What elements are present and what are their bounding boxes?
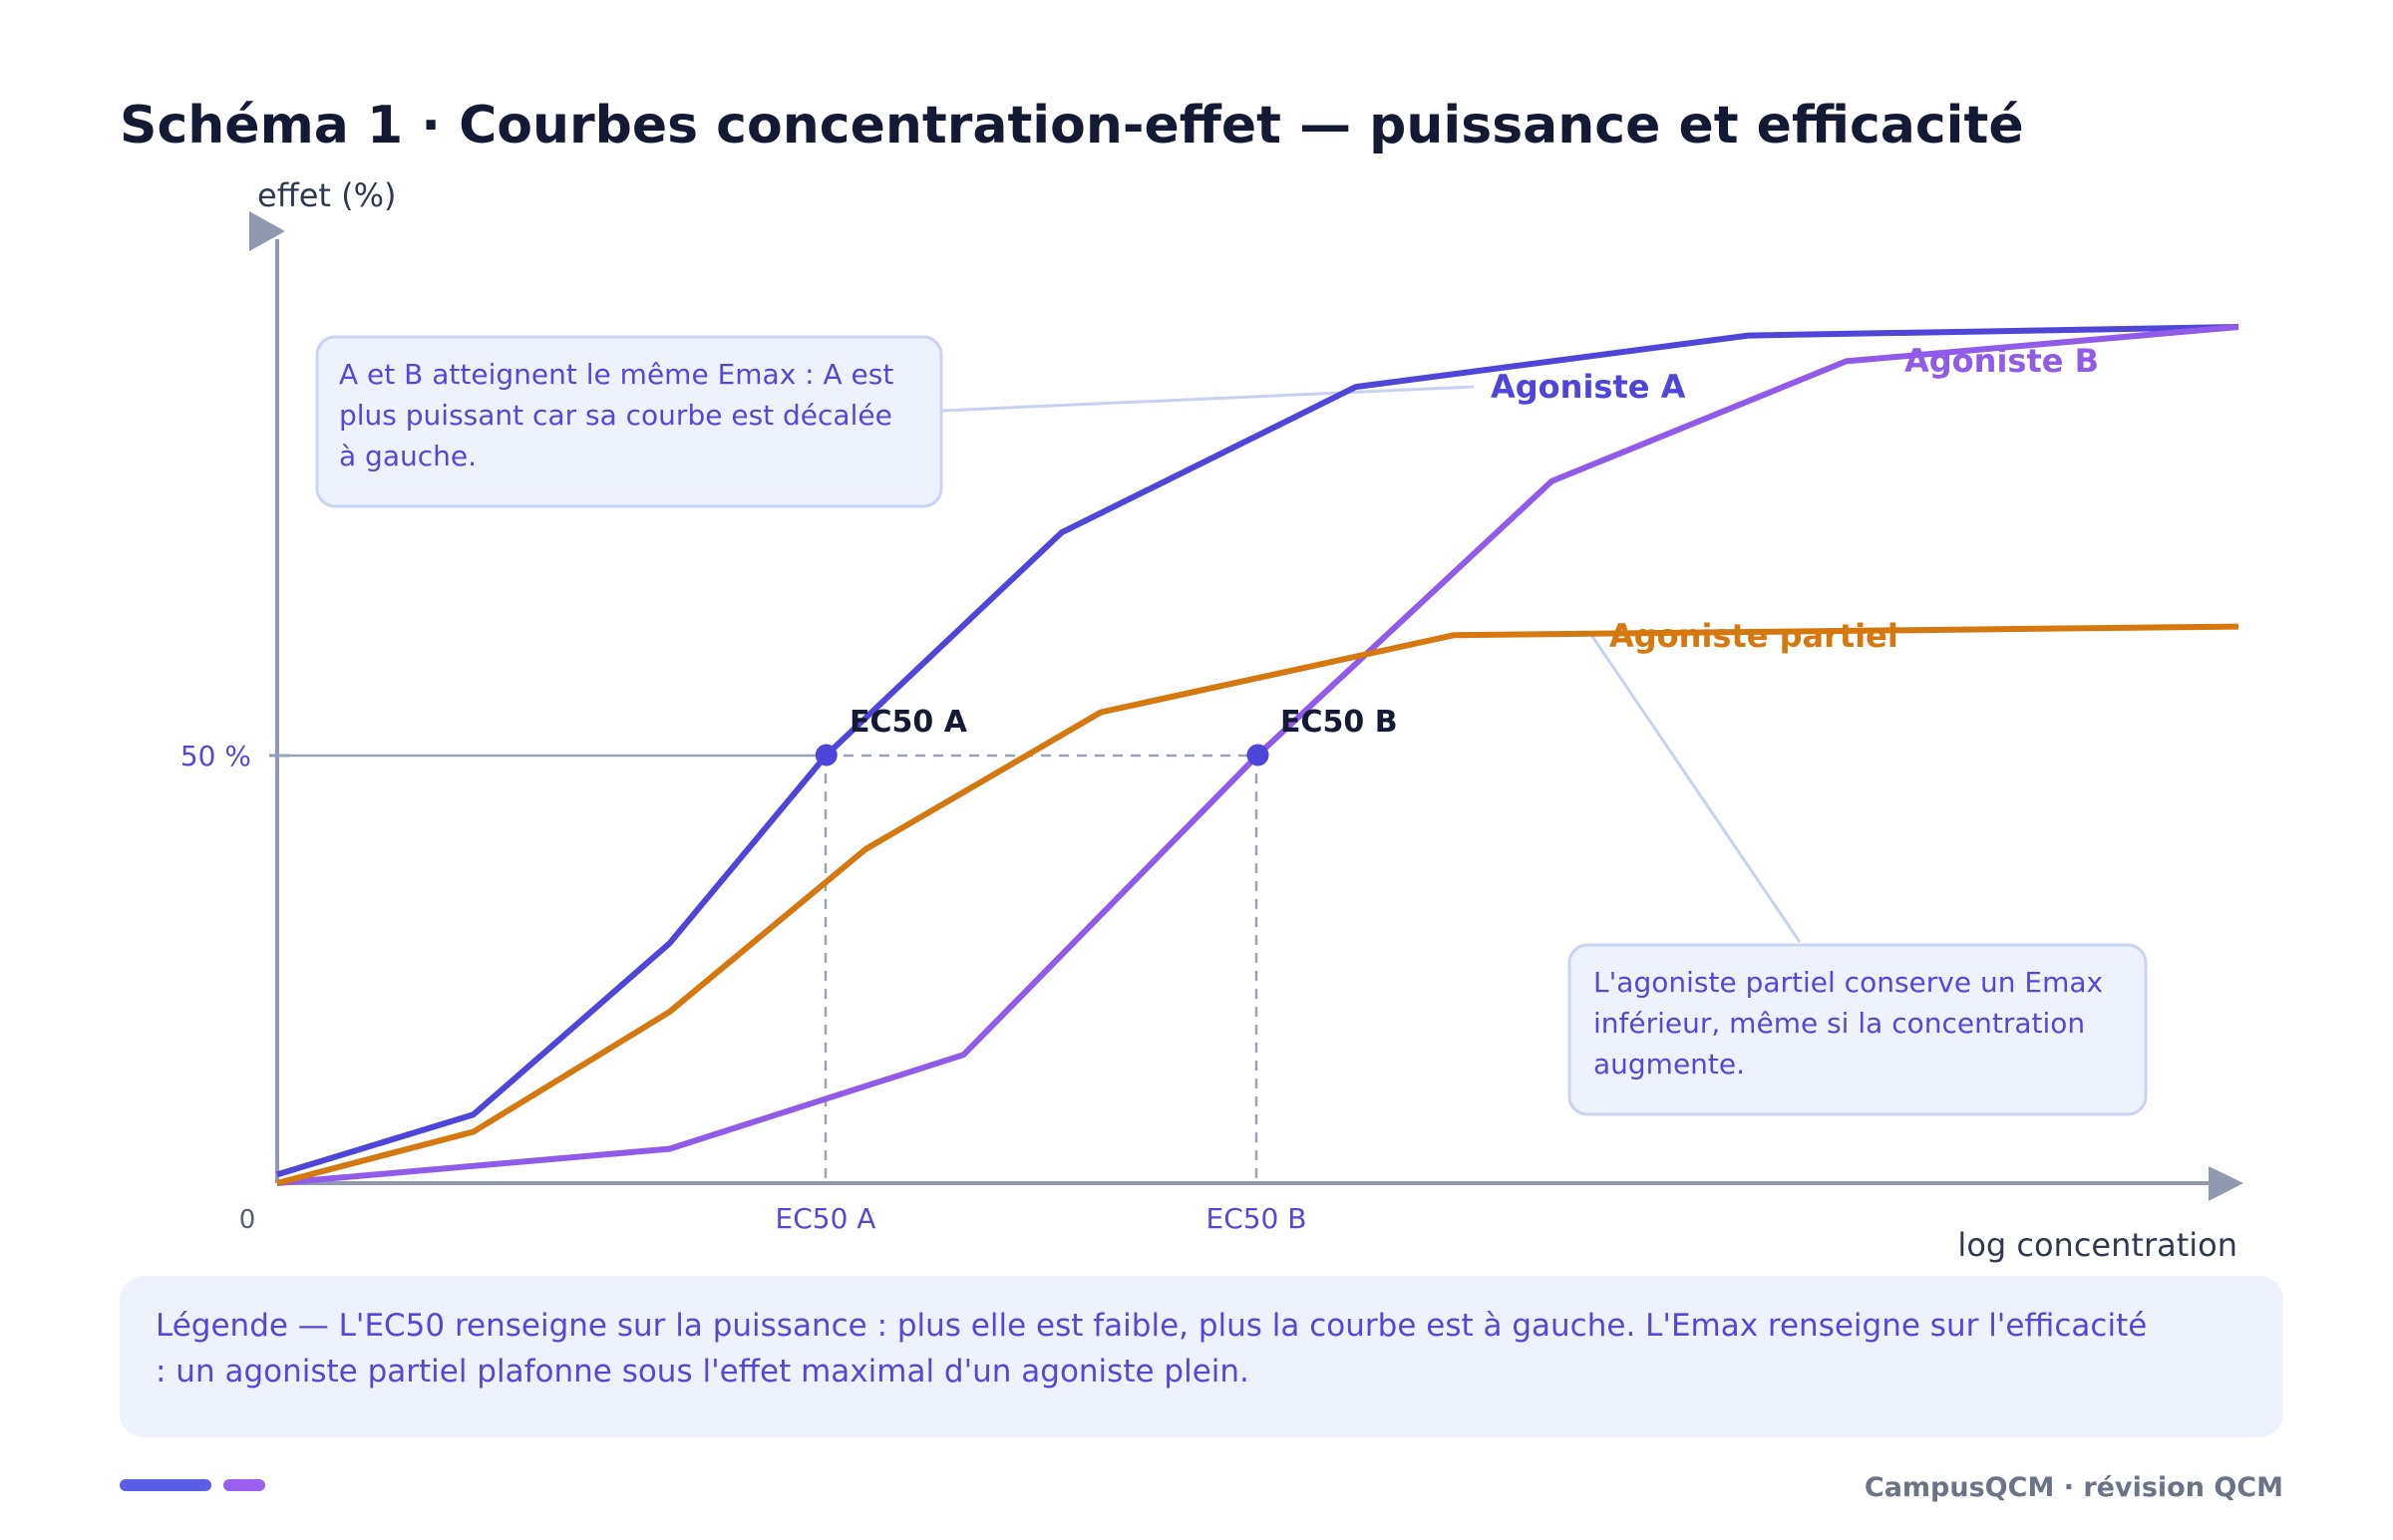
x-axis-arrow — [2209, 1166, 2243, 1201]
footer-accent-bar-1 — [120, 1479, 211, 1491]
x-tick-label-ec50-a: EC50 A — [776, 1202, 876, 1235]
legend-line-1: Légende — L'EC50 renseigne sur la puissa… — [156, 1308, 2147, 1344]
legend-line-2: : un agoniste partiel plafonne sous l'ef… — [156, 1354, 1249, 1389]
y-axis-title: effet (%) — [257, 176, 397, 214]
series-line-agoniste-partiel — [276, 623, 2239, 1186]
annotation-partial-line-2: inférieur, même si la concentration — [1593, 1007, 2085, 1040]
x-axis-title: log concentration — [1957, 1226, 2237, 1264]
x-tick-label-ec50-b: EC50 B — [1206, 1202, 1307, 1235]
series-label-agoniste-partiel: Agoniste partiel — [1609, 617, 1898, 655]
footer-accent-bar-2 — [223, 1479, 265, 1491]
annotation-connector-a — [941, 385, 1475, 413]
ec50-a-marker — [815, 744, 838, 767]
legend-box — [120, 1276, 2283, 1437]
annotation-box-partial — [1567, 943, 2148, 1116]
annotation-connector-partial — [1587, 631, 1802, 943]
ec50-a-label: EC50 A — [850, 705, 968, 740]
origin-label: 0 — [239, 1205, 256, 1235]
annotation-partial-line-1: L'agoniste partiel conserve un Emax — [1593, 966, 2103, 999]
annotation-partial-line-3: augmente. — [1593, 1048, 1745, 1080]
y-axis-arrow — [249, 211, 285, 251]
ec50-b-marker — [1246, 744, 1269, 767]
annotation-potency-line-1: A et B atteignent le même Emax : A est — [339, 358, 893, 391]
series-label-agoniste-b: Agoniste B — [1904, 342, 2099, 380]
page-title: Schéma 1 · Courbes concentration-effet —… — [120, 96, 2024, 155]
series-line-agoniste-a — [276, 324, 2239, 1178]
footer-brand: CampusQCM · révision QCM — [1865, 1472, 2283, 1503]
y-tick-label-50: 50 % — [180, 740, 251, 772]
annotation-potency-line-2: plus puissant car sa courbe est décalée — [339, 399, 892, 432]
series-label-agoniste-a: Agoniste A — [1491, 368, 1686, 406]
ec50-b-label: EC50 B — [1280, 705, 1398, 740]
annotation-box-potency — [315, 335, 943, 508]
annotation-potency-line-3: à gauche. — [339, 440, 477, 472]
